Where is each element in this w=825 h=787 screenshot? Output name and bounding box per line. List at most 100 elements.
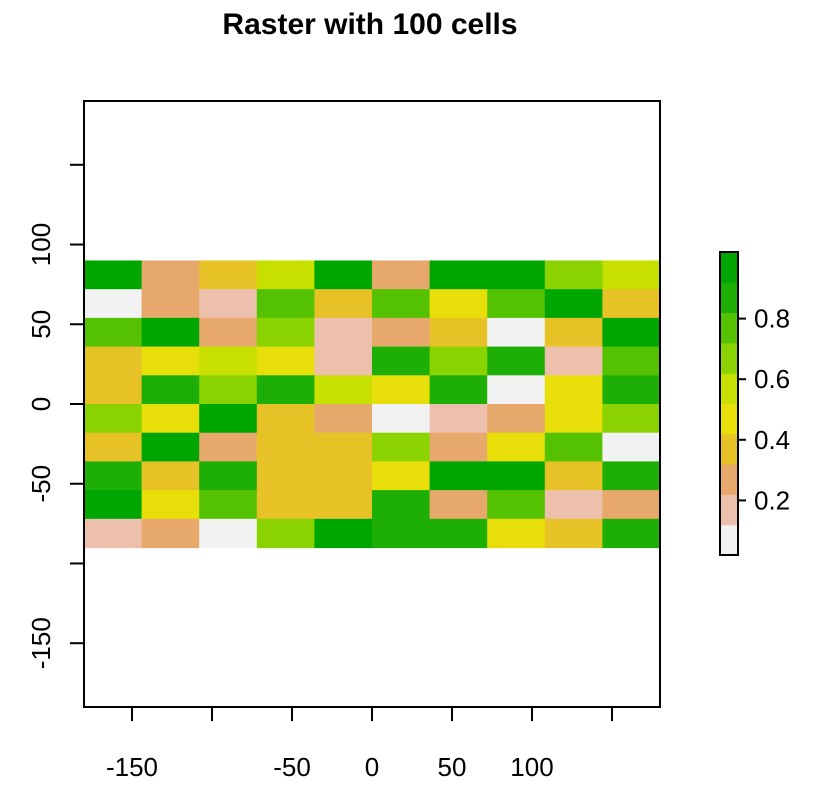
x-tick-label: -50 bbox=[273, 752, 311, 782]
raster-cell bbox=[544, 260, 603, 290]
raster-cell bbox=[314, 461, 373, 491]
legend-frame bbox=[719, 251, 739, 556]
legend-swatch bbox=[720, 292, 738, 298]
raster-cell bbox=[487, 260, 546, 290]
raster-cells bbox=[84, 260, 661, 549]
raster-cell bbox=[256, 375, 315, 405]
raster-cell bbox=[602, 289, 661, 319]
legend-swatch bbox=[720, 307, 738, 314]
raster-cell bbox=[602, 518, 661, 549]
raster-cell bbox=[429, 260, 488, 290]
legend-swatch bbox=[720, 373, 738, 379]
x-tick-label: 0 bbox=[365, 752, 379, 782]
raster-cell bbox=[141, 346, 200, 376]
raster-cell bbox=[256, 317, 315, 348]
legend-swatch bbox=[720, 504, 738, 511]
raster-cell bbox=[544, 404, 603, 434]
legend-swatch bbox=[720, 469, 738, 475]
raster-cell bbox=[84, 375, 143, 405]
raster-cell bbox=[314, 432, 373, 463]
raster-cell bbox=[602, 404, 661, 434]
legend-swatch bbox=[720, 358, 738, 364]
legend-tick-label: 0.2 bbox=[754, 485, 790, 515]
raster-cell bbox=[141, 490, 200, 520]
legend-swatch bbox=[720, 277, 738, 283]
raster-cell bbox=[372, 289, 431, 319]
raster-cell bbox=[429, 490, 488, 520]
raster-cell bbox=[84, 317, 143, 348]
raster-cell bbox=[487, 461, 546, 491]
raster-cell bbox=[256, 289, 315, 319]
raster-cell bbox=[602, 490, 661, 520]
raster-cell bbox=[487, 289, 546, 319]
legend-swatch bbox=[720, 534, 738, 541]
legend-swatch bbox=[720, 524, 738, 531]
raster-cell bbox=[256, 404, 315, 434]
raster-cell bbox=[199, 317, 258, 348]
raster-cell bbox=[544, 289, 603, 319]
raster-cell bbox=[314, 375, 373, 405]
legend-swatch bbox=[720, 383, 738, 389]
legend-swatch bbox=[720, 398, 738, 404]
legend-swatch bbox=[720, 393, 738, 399]
raster-cell bbox=[199, 518, 258, 549]
raster-cell bbox=[487, 490, 546, 520]
raster-cell bbox=[141, 289, 200, 319]
raster-cell bbox=[84, 289, 143, 319]
raster-cell bbox=[314, 404, 373, 434]
raster-cell bbox=[544, 461, 603, 491]
raster-cell bbox=[84, 404, 143, 434]
raster-cell bbox=[372, 317, 431, 348]
raster-cell bbox=[199, 289, 258, 319]
legend-swatch bbox=[720, 388, 738, 394]
raster-cell bbox=[429, 404, 488, 434]
legend-swatch bbox=[720, 322, 738, 329]
raster-cell bbox=[602, 346, 661, 376]
legend-swatch bbox=[720, 448, 738, 455]
legend-tick-label: 0.6 bbox=[754, 364, 790, 394]
legend-swatch bbox=[720, 539, 738, 546]
legend-swatch bbox=[720, 499, 738, 505]
raster-cell bbox=[372, 461, 431, 491]
legend-swatch bbox=[720, 509, 738, 516]
legend-swatch bbox=[720, 252, 738, 258]
legend-swatch bbox=[720, 464, 738, 470]
y-tick-label: 100 bbox=[26, 223, 56, 266]
raster-cell bbox=[84, 346, 143, 376]
raster-cell bbox=[544, 432, 603, 463]
raster-cell bbox=[141, 518, 200, 549]
raster-cell bbox=[602, 432, 661, 463]
raster-cell bbox=[372, 432, 431, 463]
raster-cell bbox=[372, 260, 431, 290]
raster-cell bbox=[314, 518, 373, 549]
raster-cell bbox=[84, 490, 143, 520]
raster-cell bbox=[487, 518, 546, 549]
legend-swatch bbox=[720, 474, 738, 480]
raster-cell bbox=[141, 404, 200, 434]
raster-cell bbox=[372, 490, 431, 520]
x-tick-label: 50 bbox=[438, 752, 467, 782]
legend-swatch bbox=[720, 272, 738, 278]
color-legend: 0.2 0.4 0.6 0.8 bbox=[719, 251, 790, 556]
chart-title: Raster with 100 cells bbox=[222, 8, 518, 41]
legend-swatch bbox=[720, 459, 738, 465]
raster-cell bbox=[256, 490, 315, 520]
legend-swatch bbox=[720, 297, 738, 303]
y-tick-label: -150 bbox=[26, 617, 56, 669]
raster-cell bbox=[429, 317, 488, 348]
raster-cell bbox=[84, 260, 143, 290]
legend-swatch bbox=[720, 519, 738, 526]
raster-cell bbox=[429, 346, 488, 376]
legend-swatch bbox=[720, 443, 738, 450]
raster-cell bbox=[314, 289, 373, 319]
legend-swatch bbox=[720, 514, 738, 521]
legend-swatch bbox=[720, 403, 738, 410]
legend-swatch bbox=[720, 337, 738, 344]
legend-swatch bbox=[720, 363, 738, 369]
legend-swatch bbox=[720, 342, 738, 349]
legend-swatch bbox=[720, 479, 738, 485]
raster-cell bbox=[199, 490, 258, 520]
legend-swatch bbox=[720, 332, 738, 339]
legend-swatch bbox=[720, 549, 738, 556]
raster-cell bbox=[487, 346, 546, 376]
